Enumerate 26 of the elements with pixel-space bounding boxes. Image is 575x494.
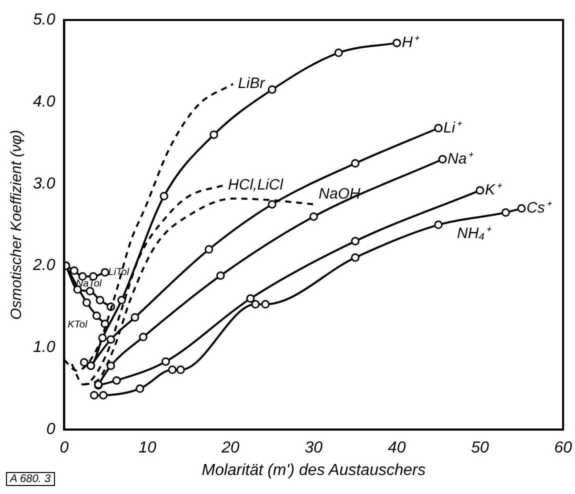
y-tick-label: 2.0: [32, 257, 56, 274]
series-label: K⁺: [484, 182, 502, 199]
y-tick-label: 5.0: [32, 11, 56, 28]
annotation: NH₄⁺: [457, 224, 490, 242]
series-label: Li⁺: [443, 119, 462, 136]
x-tick-label: 0: [60, 440, 69, 457]
x-axis-title: Molarität (m') des Austauschers: [202, 462, 426, 479]
y-tick-label: 3.0: [32, 175, 56, 192]
y-tick-label: 4.0: [32, 93, 56, 110]
series-label: NaOH: [318, 185, 361, 202]
x-tick-label: 10: [138, 440, 156, 457]
series-label: KTol: [68, 320, 88, 331]
text: A 680. 3: [6, 472, 55, 486]
series-label: LiBr: [238, 75, 266, 92]
series-label: H⁺: [402, 34, 420, 52]
x-tick-label: 60: [554, 440, 572, 457]
y-axis-title: Osmotischer Koeffizient (νφ): [8, 130, 26, 320]
x-tick-label: 20: [220, 440, 240, 457]
series-label: Na⁺: [448, 150, 474, 168]
series-label: Cs⁺: [526, 200, 552, 217]
series-label: HCl,LiCl: [228, 176, 284, 194]
y-tick-label: 0: [46, 421, 56, 438]
x-tick-label: 50: [471, 440, 489, 457]
x-tick-label: 30: [304, 440, 323, 457]
x-tick-label: 40: [388, 440, 406, 457]
y-tick-label: 1.0: [32, 339, 56, 356]
